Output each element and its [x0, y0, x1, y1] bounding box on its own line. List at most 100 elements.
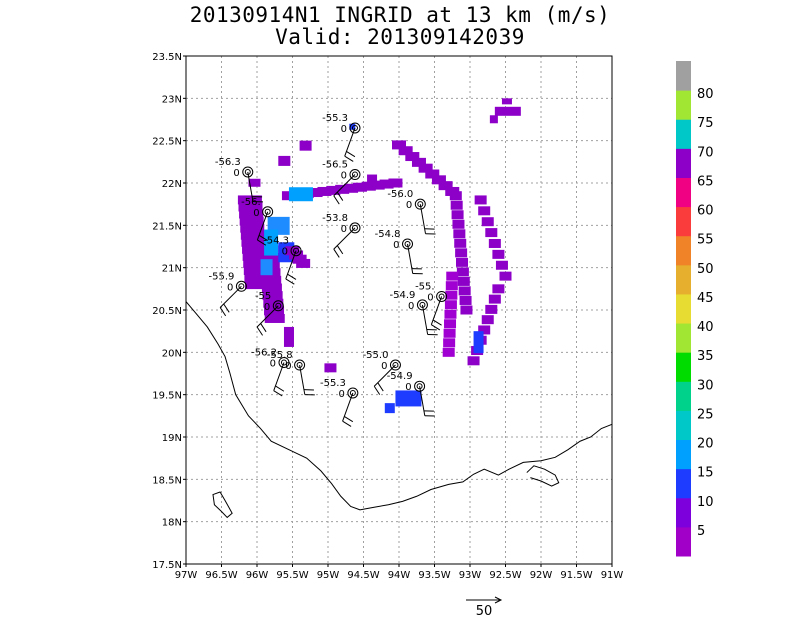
- wind-barb-flag: [287, 273, 297, 280]
- colorbar-label: 45: [697, 291, 714, 306]
- colorbar-label: 25: [697, 407, 714, 422]
- wind-cell: [384, 403, 395, 414]
- station-circle-inner: [351, 224, 358, 231]
- station-circle-inner: [349, 389, 356, 396]
- scale-vector: 50: [466, 596, 503, 618]
- colorbar-label: 35: [697, 349, 714, 364]
- observation-marker: -55.30: [322, 113, 361, 162]
- observation-value: -55.9: [209, 271, 235, 282]
- wind-barb-flag: [223, 303, 230, 313]
- y-tick-label: 20.5N: [152, 306, 182, 317]
- observation-value: -54.3: [263, 236, 289, 247]
- wind-cell: [264, 229, 279, 256]
- colorbar-label: 70: [697, 145, 714, 160]
- station-circle-inner: [280, 359, 287, 366]
- station-circle-outer: [349, 122, 361, 134]
- colorbar-label: 20: [697, 437, 714, 452]
- lagoon-outline: [526, 465, 560, 487]
- scale-vector-head: [494, 596, 503, 604]
- wind-cell: [283, 326, 294, 347]
- observation-code: 0: [338, 389, 344, 400]
- wind-cell: [308, 188, 323, 198]
- wind-cell: [344, 183, 359, 193]
- observation-marker: -55.90: [209, 271, 247, 317]
- wind-cell: [264, 313, 285, 323]
- observation-code: 0: [253, 208, 259, 219]
- wind-cell: [452, 219, 465, 229]
- scale-vector-label: 50: [476, 604, 493, 618]
- wind-cell: [242, 244, 267, 254]
- wind-barb-flag: [346, 151, 356, 158]
- observation-code: 0: [381, 361, 387, 372]
- observation-value: -55.8: [267, 350, 293, 361]
- wind-cell: [296, 258, 311, 268]
- wind-cell: [239, 209, 264, 219]
- wind-cell: [489, 115, 498, 124]
- observation-value: -55.3: [320, 378, 346, 389]
- observation-code: 0: [227, 282, 233, 293]
- y-tick-label: 21.5N: [152, 221, 182, 232]
- observation-value: -56.: [241, 197, 261, 208]
- wind-barb-flag: [432, 319, 442, 326]
- wind-barb-flag: [431, 324, 441, 331]
- wind-cell: [361, 181, 376, 191]
- x-tick-label: 95W: [317, 570, 340, 581]
- observation-code: 0: [408, 301, 414, 312]
- x-tick-label: 93.5W: [418, 570, 450, 581]
- station-circle-outer: [272, 300, 284, 312]
- wind-barb-flag: [377, 382, 384, 392]
- wind-cell: [460, 305, 473, 315]
- wind-cell: [411, 157, 426, 167]
- observation-value: -54.9: [390, 290, 416, 301]
- y-axis-ticks: 17.5N 18N 18.5N 19N 19.5N 20N 20.5N 21N 21.5N 22N…: [152, 52, 186, 571]
- wind-cell: [442, 347, 455, 357]
- station-circle-outer: [389, 359, 401, 371]
- station-circle-outer: [278, 356, 290, 368]
- observation-code: 0: [341, 224, 347, 235]
- x-tick-label: 92W: [530, 570, 553, 581]
- colorbar-swatch: [676, 497, 691, 528]
- observation-value: -56.3: [215, 157, 241, 168]
- wind-cell: [495, 260, 508, 270]
- x-tick-label: 97W: [175, 570, 198, 581]
- x-tick-label: 91W: [601, 570, 624, 581]
- wind-cell: [481, 315, 494, 325]
- wind-cell: [453, 229, 466, 239]
- colorbar-swatch: [676, 264, 691, 295]
- y-tick-label: 21N: [162, 264, 182, 275]
- x-tick-label: 96.5W: [205, 570, 237, 581]
- wind-cell: [398, 146, 413, 156]
- wind-cell: [478, 206, 491, 216]
- wind-cell: [260, 259, 273, 276]
- observation-marker: -56.0: [241, 197, 274, 246]
- colorbar-label: 65: [697, 174, 714, 189]
- x-axis-ticks: 97W 96.5W 96W 95.5W 95W 94.5W 94W 93.5W 93W 92.5W…: [175, 564, 624, 581]
- wind-cell: [488, 238, 501, 248]
- x-tick-label: 94.5W: [347, 570, 379, 581]
- wind-cell: [445, 281, 458, 291]
- wind-barb-staff: [333, 227, 356, 250]
- wind-cell: [242, 251, 267, 261]
- colorbar-label: 55: [697, 233, 714, 248]
- wind-cell: [474, 195, 487, 205]
- observation-code: 0: [341, 171, 347, 182]
- wind-cell: [263, 298, 284, 308]
- station-circle-outer: [290, 245, 302, 257]
- station-circle-inner: [264, 208, 271, 215]
- y-tick-label: 19.5N: [152, 391, 182, 402]
- colorbar-swatch: [676, 61, 691, 91]
- wind-cell: [485, 304, 498, 314]
- wind-barb-flag: [257, 239, 267, 246]
- wind-cell: [243, 265, 268, 275]
- wind-barb-staff: [421, 304, 429, 335]
- wind-cell: [488, 294, 501, 304]
- wind-cell: [388, 178, 403, 188]
- colorbar-swatch: [676, 293, 691, 324]
- observation-code: 0: [282, 247, 288, 258]
- coastline-line: [185, 301, 613, 511]
- observation-code: 0: [406, 200, 412, 211]
- station-circle-inner: [275, 302, 282, 309]
- station-circle-outer: [294, 359, 306, 371]
- station-circle-inner: [238, 283, 245, 290]
- wind-cell: [481, 217, 494, 227]
